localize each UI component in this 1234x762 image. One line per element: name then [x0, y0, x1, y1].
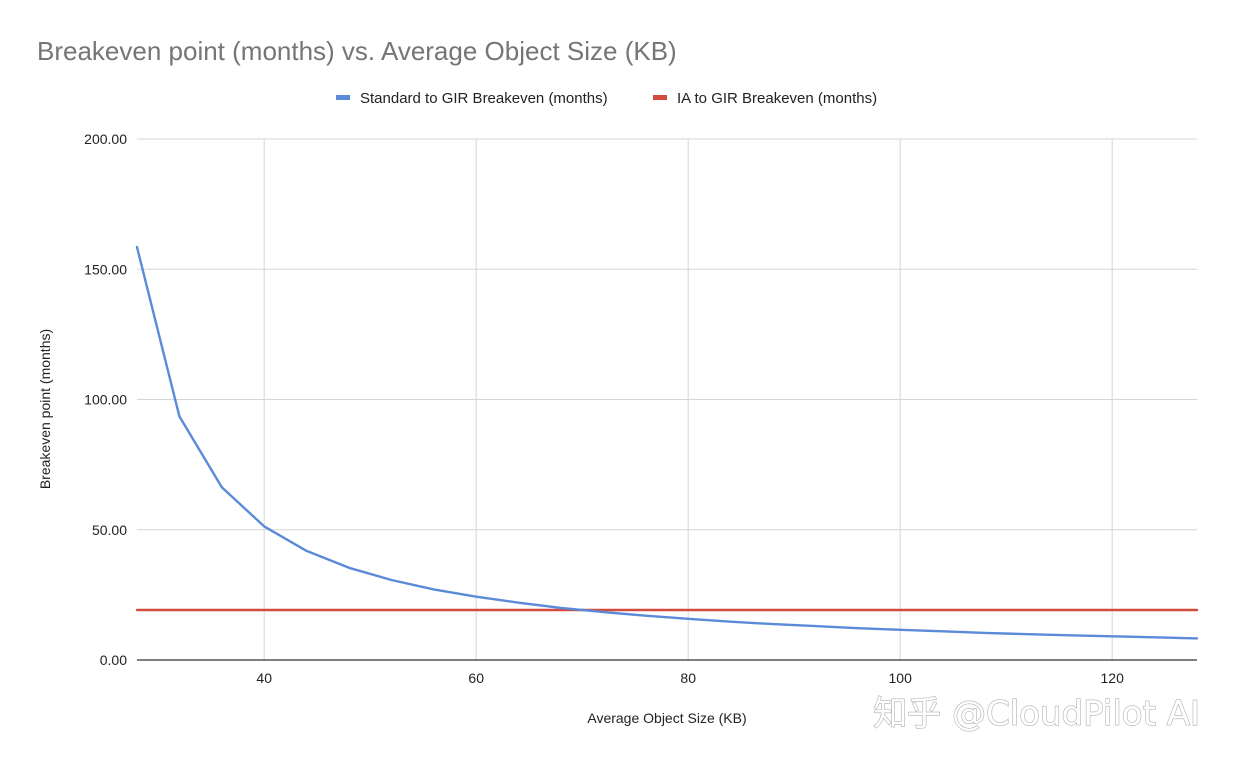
watermark: 知乎 @CloudPilot AI [873, 694, 1200, 734]
y-tick-label-1: 50.00 [92, 522, 127, 538]
y-tick-label-4: 200.00 [84, 131, 127, 147]
x-tick-label-0: 40 [256, 670, 272, 686]
y-axis-ticks: 0.00 50.00 100.00 150.00 200.00 [84, 131, 127, 668]
y-tick-label-0: 0.00 [100, 652, 127, 668]
legend-label-standard-to-gir: Standard to GIR Breakeven (months) [360, 90, 608, 107]
y-tick-label-3: 150.00 [84, 261, 127, 277]
x-tick-label-4: 120 [1101, 670, 1125, 686]
y-tick-label-2: 100.00 [84, 392, 127, 408]
legend-swatch-ia-to-gir [653, 95, 667, 100]
legend: Standard to GIR Breakeven (months) IA to… [336, 90, 877, 107]
x-tick-label-3: 100 [889, 670, 913, 686]
gridlines [137, 138, 1197, 660]
legend-label-ia-to-gir: IA to GIR Breakeven (months) [677, 90, 877, 107]
x-axis-title: Average Object Size (KB) [587, 710, 746, 726]
x-tick-label-2: 80 [680, 670, 696, 686]
x-tick-label-1: 60 [468, 670, 484, 686]
y-axis-title: Breakeven point (months) [37, 329, 53, 489]
series-line-standard-to-gir [135, 245, 1199, 640]
legend-swatch-standard-to-gir [336, 95, 350, 100]
series-lines [135, 245, 1199, 640]
chart-title: Breakeven point (months) vs. Average Obj… [37, 36, 677, 66]
x-axis-ticks: 40 60 80 100 120 [256, 670, 1124, 686]
